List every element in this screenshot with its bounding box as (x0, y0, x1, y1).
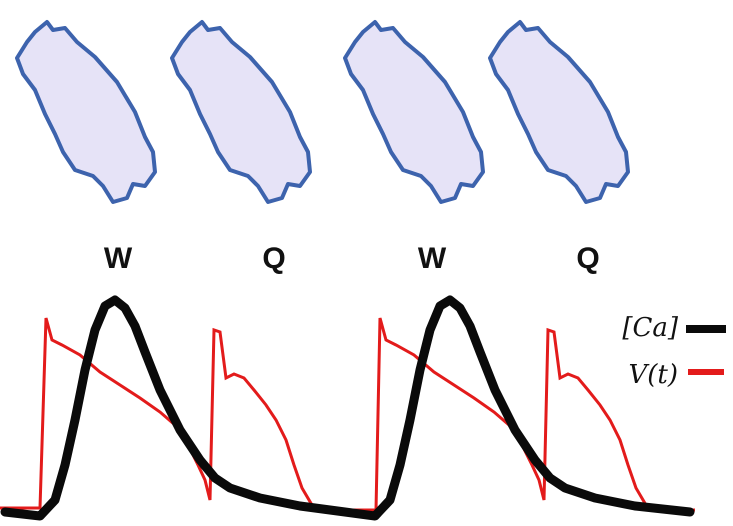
cell-panel-2 (170, 20, 312, 204)
cell-panel-3 (343, 20, 485, 204)
phase-label-4: Q (576, 242, 599, 275)
cell-panel-1 (15, 20, 157, 204)
legend-label-voltage: V(t) (628, 360, 678, 390)
cell-panel-4 (488, 20, 630, 204)
cell-outline (170, 20, 312, 204)
cell-outline (488, 20, 630, 204)
cell-panels (15, 20, 630, 204)
phase-label-1: W (104, 242, 133, 275)
calcium-trace (0, 295, 695, 521)
voltage-trace (0, 317, 695, 512)
legend: [Ca] V(t) (622, 313, 726, 390)
legend-swatch-calcium (686, 325, 726, 333)
legend-swatch-voltage (688, 369, 724, 375)
phase-label-3: W (418, 242, 447, 275)
legend-label-calcium: [Ca] (622, 313, 679, 343)
cell-outline (343, 20, 485, 204)
phase-label-2: Q (262, 242, 285, 275)
traces (0, 295, 695, 521)
cell-outline (15, 20, 157, 204)
